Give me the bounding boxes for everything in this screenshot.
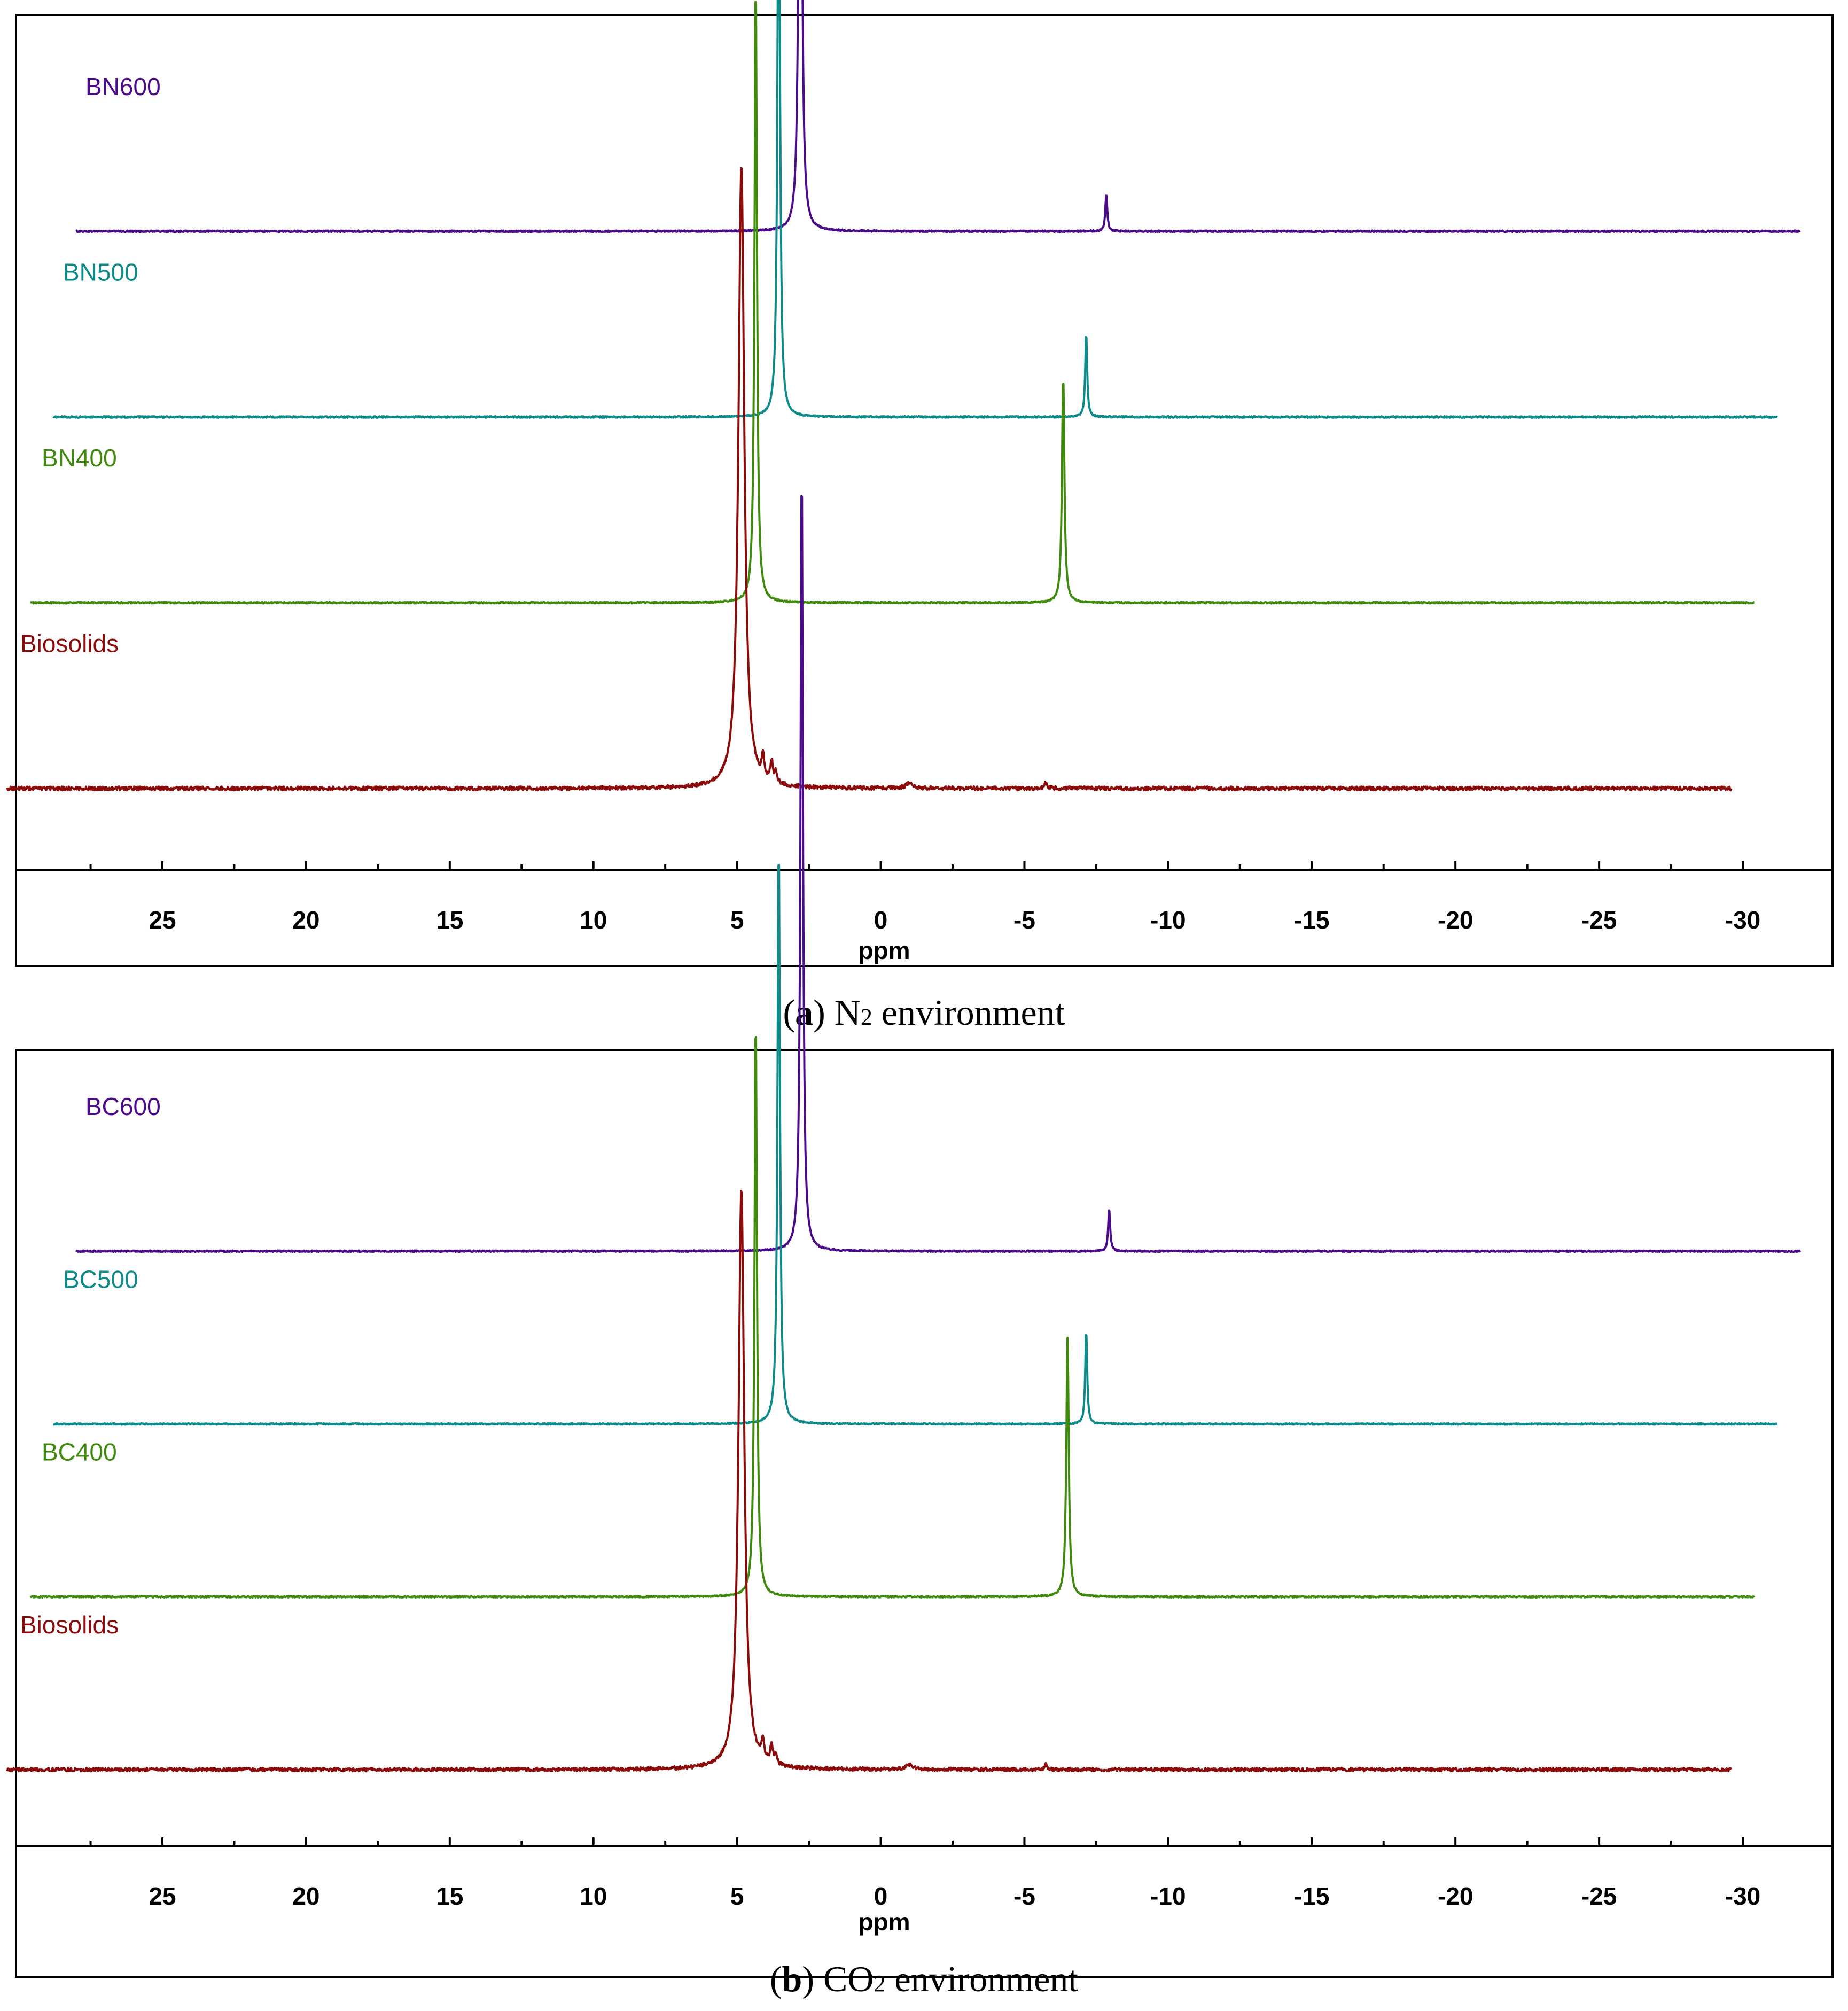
x-tick-label: 15 [436,1882,463,1910]
x-tick-label: -30 [1725,1882,1760,1910]
series-bc400-line [29,1036,1756,1599]
series-bn600-line [75,0,1801,233]
series-bn400-line [29,1,1755,605]
series-bc600-line [75,495,1802,1253]
caption-b-subscript: 2 [874,1970,885,1997]
x-tick-label: 25 [149,906,176,934]
panel-b-spectra [6,495,1802,1773]
panel-b-series-labels: BC600 BC500 BC400 Biosolids [20,1093,161,1639]
caption-b-close: ) [802,1959,814,1999]
x-tick-label: -30 [1725,906,1760,934]
x-tick-label: -5 [1013,906,1035,934]
caption-a-close: ) [813,992,825,1033]
panel-a-tick-labels: 25 20 15 10 5 0 -5 -10 -15 -20 -25 -30 [149,906,1760,934]
series-label-bc600: BC600 [85,1093,161,1120]
caption-a-subscript: 2 [861,1004,872,1030]
series-label-bc400: BC400 [42,1438,117,1466]
caption-a-text-post: environment [872,992,1065,1033]
x-tick-label: -10 [1150,906,1186,934]
panel-a-x-axis-title: ppm [858,937,910,964]
x-tick-label: 15 [436,906,463,934]
panel-a-spectra [6,0,1801,792]
caption-a-text-pre: N [825,992,861,1033]
series-label-bn500: BN500 [63,259,138,286]
series-label-biosolids: Biosolids [20,630,119,658]
x-tick-label: 25 [149,1882,176,1910]
x-tick-label: 20 [292,1882,319,1910]
panel-a: 25 20 15 10 5 0 -5 -10 -15 -20 -25 -30 ppm BN600 BN5… [6,0,1834,1033]
x-tick-label: -5 [1013,1882,1035,1910]
series-bc500-line [52,864,1778,1426]
x-tick-label: 10 [580,906,607,934]
panel-b: 25 20 15 10 5 0 -5 -10 -15 -20 -25 -30 ppm BC600BC5… [6,495,1834,1999]
series-bn500-line [52,0,1778,419]
x-tick-label: -25 [1581,906,1617,934]
caption-b-text-post: environment [885,1959,1078,1999]
panel-a-frame [15,14,1834,967]
panel-a-caption: (a) N2 environment [783,992,1065,1033]
series-label-bc500: BC500 [63,1265,138,1293]
panel-a-series-labels: BN600 BN500 BN400 Biosolids [20,73,161,658]
series-label-biosolids: Biosolids [20,1611,119,1639]
x-tick-label: 0 [874,1882,888,1910]
series-biosolids-line [6,1190,1732,1773]
x-tick-label: -10 [1150,1882,1186,1910]
panel-a-ticks [89,861,1744,870]
caption-b-letter: b [782,1959,802,1999]
series-label-bn600: BN600 [85,73,161,100]
panel-b-tick-labels: 25 20 15 10 5 0 -5 -10 -15 -20 -25 -30 [149,1882,1760,1910]
x-tick-label: -25 [1581,1882,1617,1910]
series-biosolids-line [6,167,1733,792]
panel-b-x-axis-title: ppm [858,1908,910,1936]
caption-a-open: ( [783,992,795,1033]
x-tick-label: 0 [874,906,888,934]
panel-b-ticks [89,1837,1744,1846]
x-tick-label: 5 [730,906,744,934]
caption-b-open: ( [770,1959,782,1999]
series-label-bn400: BN400 [42,444,117,472]
x-tick-label: 5 [730,1882,744,1910]
panel-b-caption: (b) CO2 environment [770,1959,1078,1999]
x-tick-label: -15 [1294,1882,1329,1910]
caption-b-text-pre: CO [814,1959,874,1999]
x-tick-label: -15 [1294,906,1329,934]
x-tick-label: -20 [1438,1882,1473,1910]
x-tick-label: 10 [580,1882,607,1910]
x-tick-label: -20 [1438,906,1473,934]
panel-b-frame [15,1049,1834,1978]
x-tick-label: 20 [292,906,319,934]
